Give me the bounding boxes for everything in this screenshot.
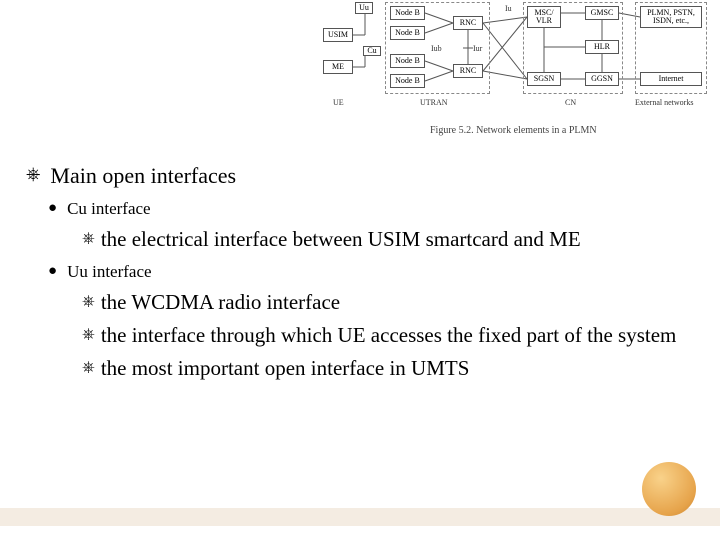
bullet-ring-icon: ⎈ — [82, 289, 95, 315]
diagram-box-msc: MSC/ VLR — [527, 6, 561, 28]
plmn-diagram: UuUSIMCuMENode BNode BNode BNode BRNCRNC… — [305, 2, 715, 122]
bullet-ring-icon: ⎈ — [82, 355, 95, 381]
decorative-circle — [642, 462, 696, 516]
bullet-ring-icon: ⎈ — [82, 322, 95, 348]
uu-detail-1: ⎈ the WCDMA radio interface — [82, 289, 686, 316]
uu-detail-3: ⎈ the most important open interface in U… — [82, 355, 686, 382]
uu-detail-1-text: the WCDMA radio interface — [101, 289, 340, 316]
diagram-label-utran: UTRAN — [420, 98, 448, 107]
accent-band — [0, 508, 720, 526]
uu-detail-2-text: the interface through which UE accesses … — [101, 322, 677, 349]
diagram-box-usim: USIM — [323, 28, 353, 42]
diagram-box-plmn: PLMN, PSTN, ISDN, etc., — [640, 6, 702, 28]
diagram-box-cu: Cu — [363, 46, 381, 56]
diagram-label-iu: Iu — [505, 4, 512, 13]
bullet-dot-icon: ● — [48, 198, 57, 218]
diagram-label-iub: Iub — [431, 44, 442, 53]
cu-interface-title: Cu interface — [67, 198, 151, 220]
main-heading-text: Main open interfaces — [50, 162, 236, 190]
cu-detail-1: ⎈ the electrical interface between USIM … — [82, 226, 686, 253]
uu-interface-title: Uu interface — [67, 261, 151, 283]
diagram-box-gmsc: GMSC — [585, 6, 619, 20]
diagram-box-me: ME — [323, 60, 353, 74]
diagram-box-internet: Internet — [640, 72, 702, 86]
main-heading-item: ⎈ Main open interfaces — [26, 162, 686, 190]
cu-interface-item: ● Cu interface — [48, 198, 686, 220]
diagram-label-cn: CN — [565, 98, 576, 107]
diagram-box-rnc2: RNC — [453, 64, 483, 78]
diagram-label-iur: Iur — [473, 44, 482, 53]
uu-detail-3-text: the most important open interface in UMT… — [101, 355, 470, 382]
diagram-box-ggsn: GGSN — [585, 72, 619, 86]
cu-detail-1-text: the electrical interface between USIM sm… — [101, 226, 581, 253]
diagram-box-sgsn: SGSN — [527, 72, 561, 86]
bullet-dot-icon: ● — [48, 261, 57, 281]
uu-interface-item: ● Uu interface — [48, 261, 686, 283]
diagram-box-uu: Uu — [355, 2, 373, 14]
diagram-box-hlr: HLR — [585, 40, 619, 54]
bullet-ring-icon: ⎈ — [82, 226, 95, 252]
bullet-content: ⎈ Main open interfaces ● Cu interface ⎈ … — [26, 162, 686, 382]
diagram-label-ue: UE — [333, 98, 344, 107]
uu-detail-2: ⎈ the interface through which UE accesse… — [82, 322, 686, 349]
diagram-box-rnc1: RNC — [453, 16, 483, 30]
figure-caption: Figure 5.2. Network elements in a PLMN — [430, 125, 597, 136]
bullet-ring-icon: ⎈ — [26, 162, 40, 186]
diagram-label-ext: External networks — [635, 98, 693, 107]
